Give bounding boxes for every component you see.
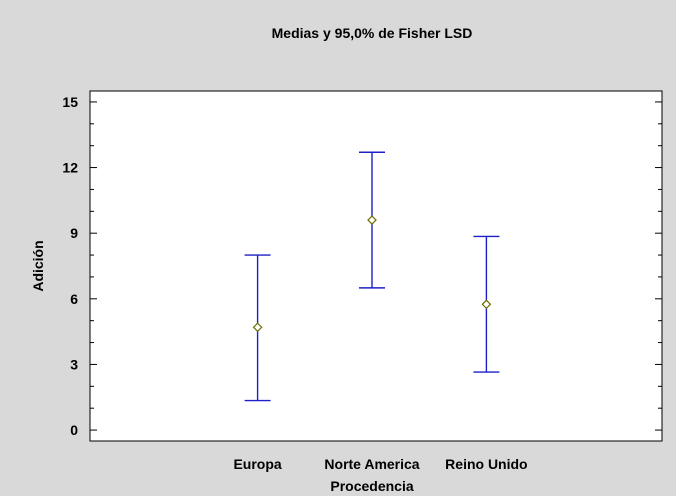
x-tick-label: Europa (233, 456, 281, 472)
y-tick-label: 3 (70, 356, 78, 372)
y-tick-label: 6 (70, 291, 78, 307)
y-axis-label: Adición (30, 240, 46, 291)
x-tick-label: Reino Unido (445, 456, 527, 472)
interval-series (244, 151, 500, 402)
x-tick-label: Norte America (324, 456, 419, 472)
y-tick-label: 0 (70, 422, 78, 438)
y-tick-label: 15 (62, 94, 78, 110)
x-axis-label: Procedencia (330, 478, 413, 494)
mean-marker (252, 322, 263, 333)
y-tick-label: 12 (62, 160, 78, 176)
mean-marker (481, 299, 492, 310)
chart-title: Medias y 95,0% de Fisher LSD (272, 25, 473, 41)
mean-marker (367, 215, 377, 225)
x-axis: Europa Norte America Reino Unido (233, 456, 527, 472)
plot-area (89, 90, 663, 442)
y-tick-label: 9 (70, 225, 78, 241)
y-axis: 0 3 6 9 12 15 (62, 94, 662, 438)
